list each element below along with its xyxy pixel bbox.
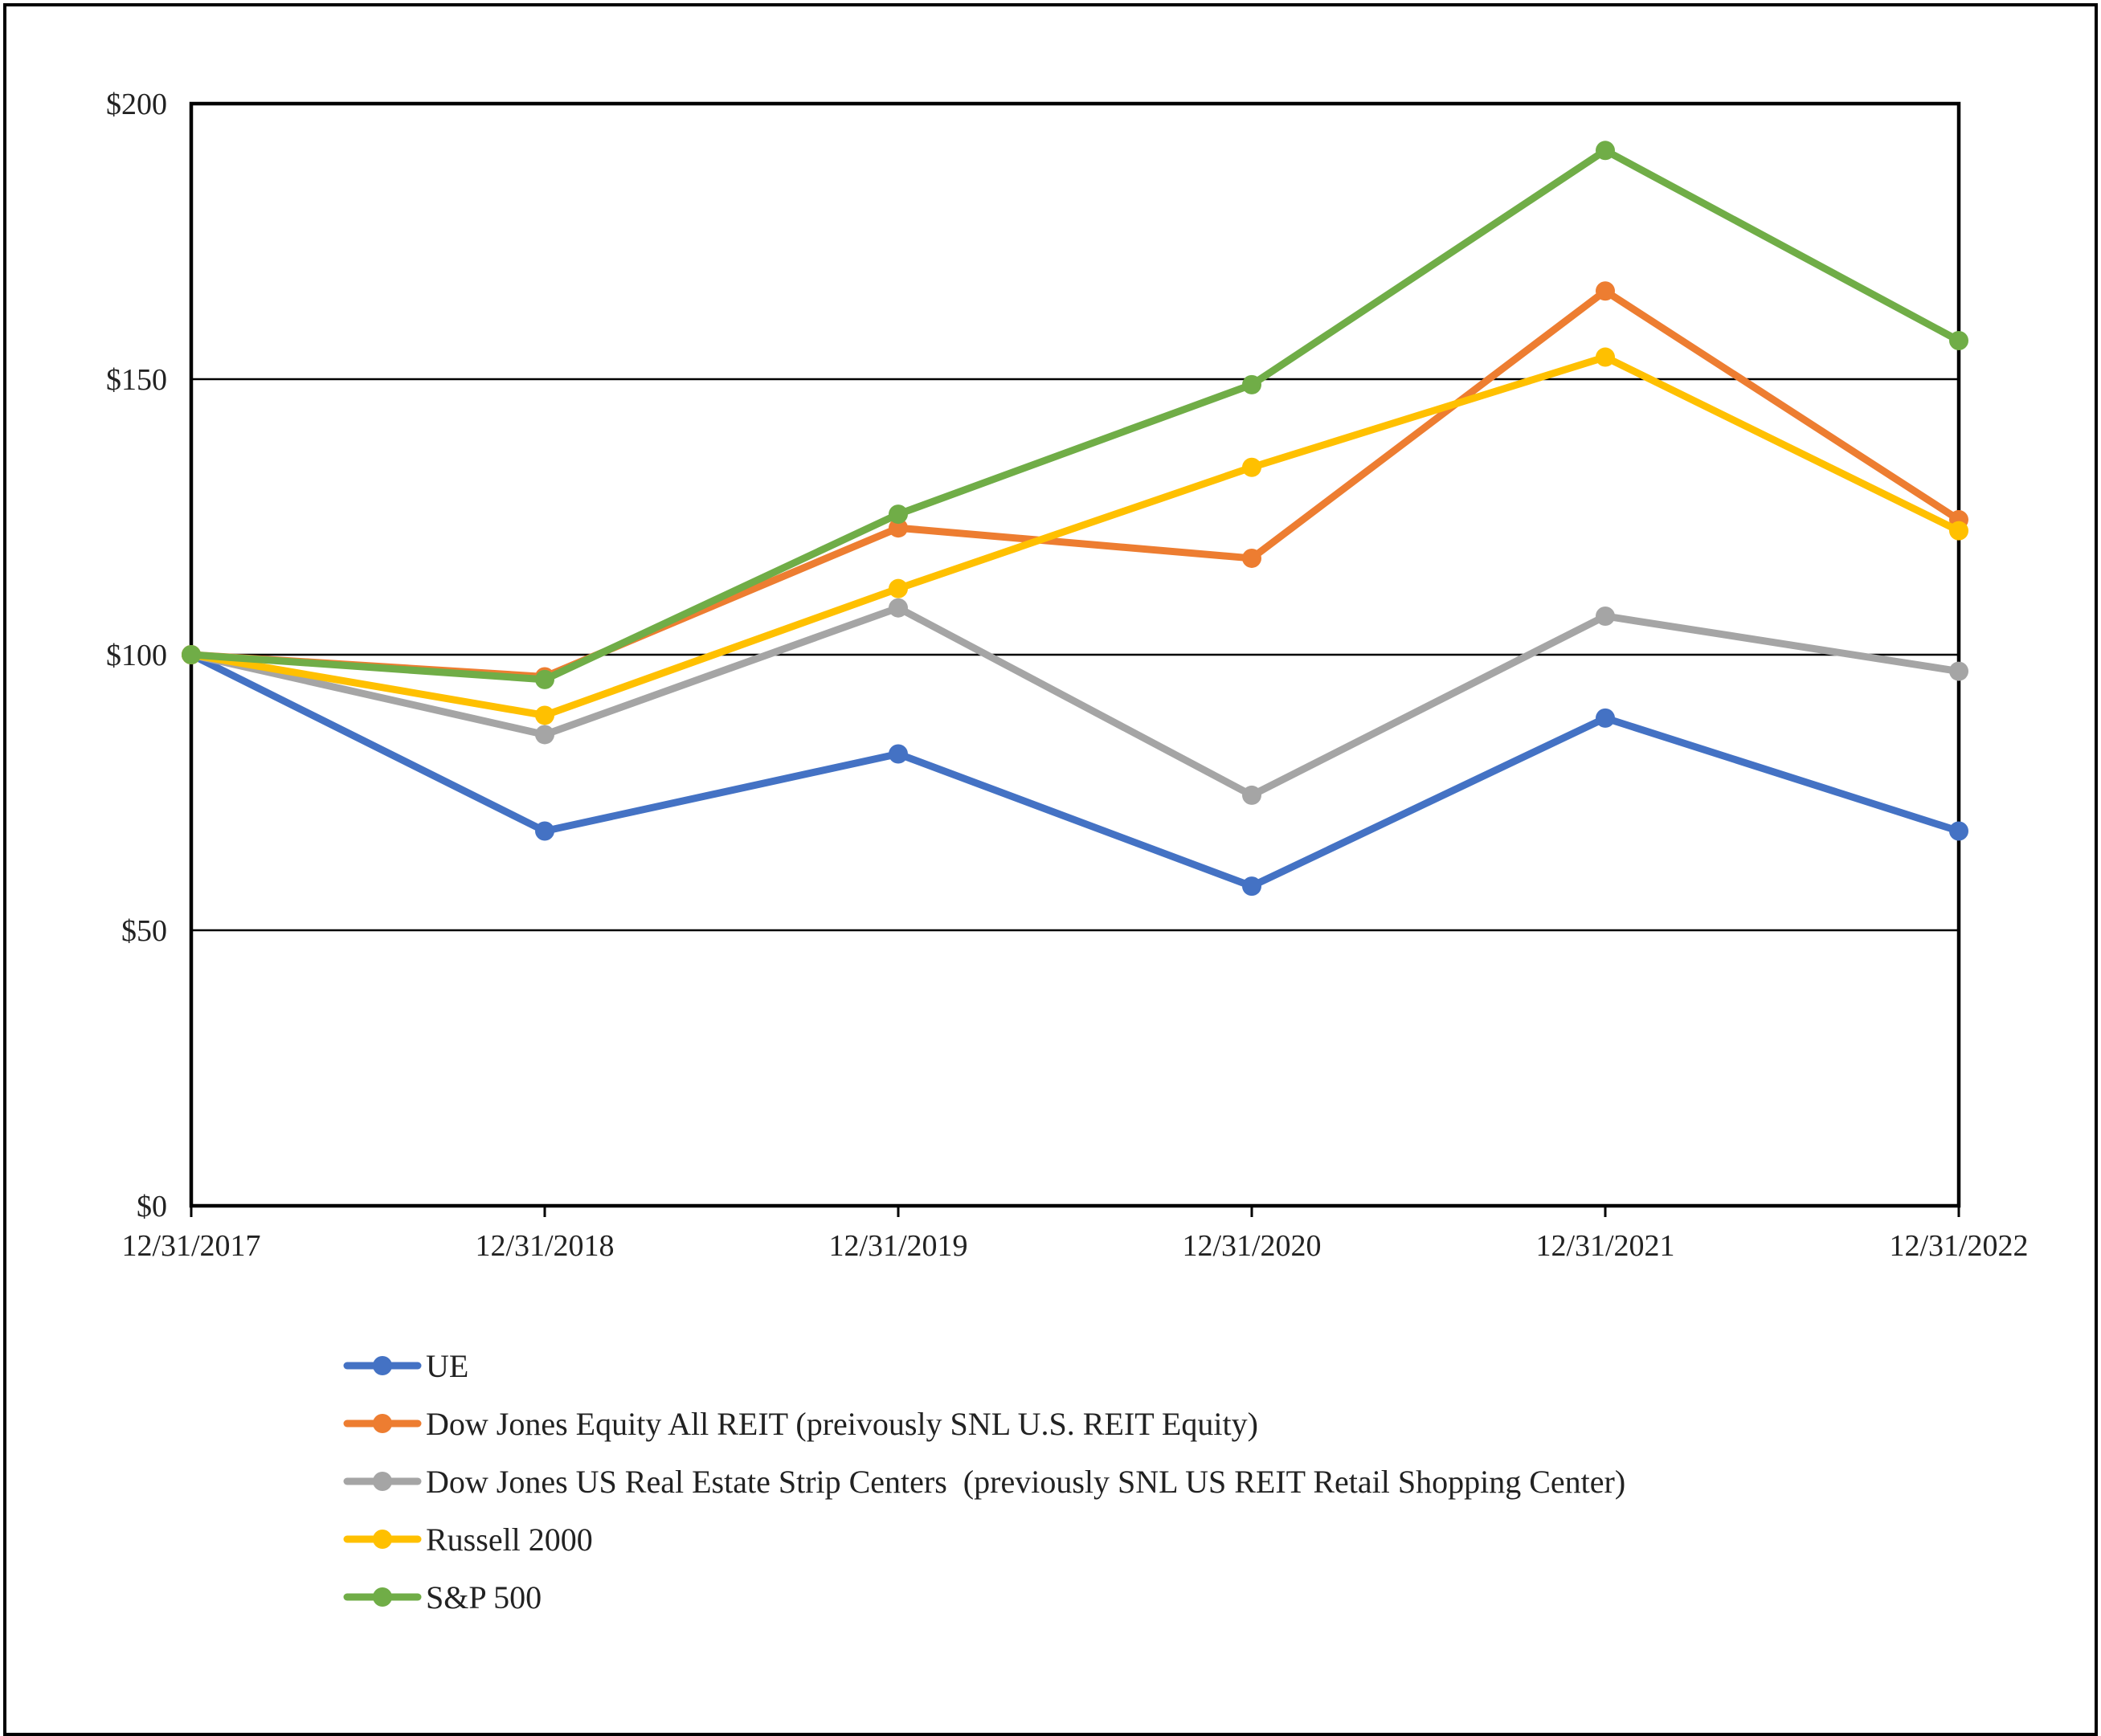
- y-tick-label: $200: [106, 88, 167, 121]
- series-line: [187, 604, 1963, 799]
- y-tick-label: $50: [121, 914, 167, 948]
- legend-swatch-marker: [373, 1472, 392, 1491]
- data-point: [1242, 876, 1261, 897]
- data-point: [535, 705, 554, 725]
- x-axis-tick-labels: 12/31/2017 12/31/2018 12/31/2019 12/31/2020…: [121, 1229, 2028, 1263]
- y-axis-tick-labels: $0 $50 $100 $150 $200: [106, 88, 167, 1223]
- legend-item: UE: [343, 1348, 468, 1384]
- series-line: [187, 353, 1963, 719]
- data-point: [889, 504, 908, 525]
- chart-frame: [3, 3, 2098, 1736]
- legend-swatch-marker: [373, 1530, 392, 1549]
- x-tick-label: 12/31/2020: [1182, 1229, 1321, 1263]
- series-lines: [182, 141, 1968, 897]
- series-2: [182, 281, 1968, 687]
- data-point: [535, 725, 554, 745]
- data-point: [1242, 548, 1261, 568]
- series-line: [187, 146, 1963, 684]
- x-tick-label: 12/31/2017: [121, 1229, 260, 1263]
- data-point: [1242, 785, 1261, 805]
- gridlines: [191, 378, 1959, 932]
- legend: UE Dow Jones Equity All REIT (preivously …: [343, 1348, 1625, 1616]
- data-point: [1949, 821, 1968, 841]
- x-tick-label: 12/31/2019: [828, 1229, 967, 1263]
- data-point: [889, 598, 908, 618]
- data-point: [889, 518, 908, 538]
- legend-label: UE: [426, 1348, 468, 1384]
- data-point: [1596, 347, 1615, 367]
- data-point: [535, 669, 554, 689]
- legend-label: Dow Jones Equity All REIT (preivously SN…: [426, 1406, 1258, 1442]
- data-point: [889, 578, 908, 598]
- data-point: [1596, 708, 1615, 728]
- legend-item: Dow Jones Equity All REIT (preivously SN…: [343, 1406, 1258, 1442]
- legend-swatch-marker: [373, 1356, 392, 1375]
- data-point: [1949, 661, 1968, 681]
- data-point: [535, 821, 554, 841]
- legend-swatch-marker: [373, 1414, 392, 1433]
- legend-item: Dow Jones US Real Estate Strip Centers (…: [343, 1464, 1625, 1500]
- data-point: [1596, 141, 1615, 161]
- legend-item: Russell 2000: [343, 1522, 593, 1558]
- axes: [189, 101, 1961, 1217]
- legend-label: S&P 500: [426, 1579, 542, 1616]
- x-tick-label: 12/31/2018: [475, 1229, 614, 1263]
- x-tick-label: 12/31/2021: [1535, 1229, 1674, 1263]
- legend-item: S&P 500: [343, 1579, 542, 1616]
- data-point: [1596, 281, 1615, 301]
- series-1: [182, 645, 1968, 897]
- y-tick-label: $0: [137, 1190, 167, 1223]
- y-tick-label: $100: [106, 639, 167, 672]
- legend-swatch-marker: [373, 1587, 392, 1607]
- data-point: [1949, 521, 1968, 541]
- y-tick-label: $150: [106, 363, 167, 397]
- data-point: [889, 744, 908, 764]
- legend-label: Dow Jones US Real Estate Strip Centers (…: [426, 1464, 1625, 1500]
- x-tick-label: 12/31/2022: [1889, 1229, 2028, 1263]
- data-point: [182, 645, 201, 664]
- data-point: [1596, 606, 1615, 626]
- data-point: [1949, 330, 1968, 350]
- series-5: [182, 141, 1968, 689]
- data-point: [1242, 457, 1261, 477]
- series-line: [187, 287, 1963, 680]
- data-point: [1242, 374, 1261, 394]
- series-line: [187, 651, 1963, 890]
- legend-label: Russell 2000: [426, 1522, 593, 1558]
